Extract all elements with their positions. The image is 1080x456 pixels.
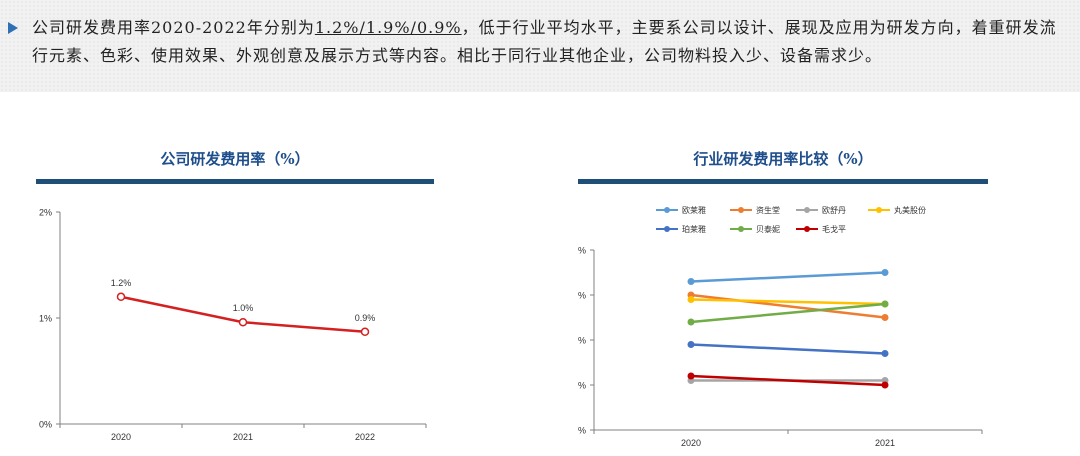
- legend-label: 毛戈平: [822, 224, 846, 234]
- data-point: [687, 296, 695, 303]
- data-point: [360, 327, 370, 337]
- y-tick-label: 0%: [39, 420, 52, 430]
- legend-label: 贝泰妮: [756, 224, 780, 234]
- data-point: [687, 372, 695, 380]
- data-point: [881, 350, 889, 357]
- x-tick-label: 2021: [233, 432, 253, 442]
- series-line: [690, 302, 886, 324]
- company-rd-plot: 0% 1% 2% 2020 2021 2022 1.2% 1.0% 0.9%: [39, 208, 427, 442]
- legend-marker: [738, 226, 744, 232]
- industry-rd-chart: 行业研发费用率比较（%） 0% 1% 2% 3% 4% 2020 2021 欧莱雅 资生堂 欧舒丹…: [578, 148, 988, 448]
- summary-ratios: 1.2%/1.9%/0.9%: [314, 18, 462, 37]
- data-point: [238, 317, 248, 327]
- title-rule: [36, 179, 434, 184]
- data-point: [116, 292, 126, 302]
- legend-label: 丸美股份: [894, 205, 926, 215]
- y-tick-label: 2%: [578, 336, 586, 346]
- data-label: 0.9%: [355, 313, 376, 323]
- chart-title: 行业研发费用率比较（%）: [693, 150, 873, 168]
- legend-label: 欧舒丹: [822, 205, 846, 215]
- data-point: [881, 381, 889, 389]
- arrow-bullet-icon: [8, 22, 18, 34]
- summary-text-end: ，低于行业平均水平，主要系公司以设计、展现及应用为研发方向，着重研发流行元素、色…: [32, 18, 1057, 65]
- data-point: [881, 269, 889, 276]
- legend-label: 资生堂: [756, 205, 780, 215]
- y-tick-label: 2%: [39, 208, 52, 218]
- y-tick-label: 3%: [578, 291, 586, 301]
- summary-paragraph: 公司研发费用率2020-2022年分别为1.2%/1.9%/0.9%，低于行业平…: [32, 14, 1068, 70]
- series-line: [690, 374, 886, 387]
- series-line: [690, 271, 886, 283]
- legend-marker: [664, 207, 670, 213]
- data-point: [687, 318, 695, 326]
- series-line: [690, 343, 886, 355]
- company-rd-chart: 公司研发费用率（%） 0% 1% 2% 2020 2021 2022 1.2% 1.0% 0.9…: [36, 148, 434, 448]
- summary-text-start: 公司研发费用率2020-2022年分别为: [32, 18, 315, 37]
- data-point: [881, 314, 889, 321]
- data-label: 1.0%: [233, 303, 254, 313]
- chart-title: 公司研发费用率（%）: [160, 150, 310, 168]
- y-tick-label: 1%: [578, 381, 586, 391]
- data-point: [687, 341, 695, 348]
- company-rd-line: [120, 295, 366, 334]
- title-rule: [578, 179, 988, 184]
- y-tick-label: 1%: [39, 314, 52, 324]
- data-label: 1.2%: [111, 278, 132, 288]
- legend-marker: [804, 207, 810, 213]
- legend-label: 珀莱雅: [682, 224, 706, 234]
- legend-label: 欧莱雅: [682, 205, 706, 215]
- legend-marker: [664, 226, 670, 232]
- x-tick-label: 2022: [355, 432, 375, 442]
- series-line: [690, 298, 886, 306]
- y-tick-label: 4%: [578, 246, 586, 256]
- x-tick-label: 2021: [875, 438, 895, 448]
- data-point: [687, 278, 695, 285]
- x-tick-label: 2020: [681, 438, 701, 448]
- x-tick-label: 2020: [111, 432, 131, 442]
- legend-marker: [804, 226, 810, 232]
- series-line: [690, 293, 886, 319]
- legend-marker: [876, 207, 882, 213]
- data-point: [881, 300, 889, 308]
- summary-banner: 公司研发费用率2020-2022年分别为1.2%/1.9%/0.9%，低于行业平…: [0, 0, 1080, 92]
- y-tick-label: 0%: [578, 426, 586, 436]
- legend-marker: [738, 207, 744, 213]
